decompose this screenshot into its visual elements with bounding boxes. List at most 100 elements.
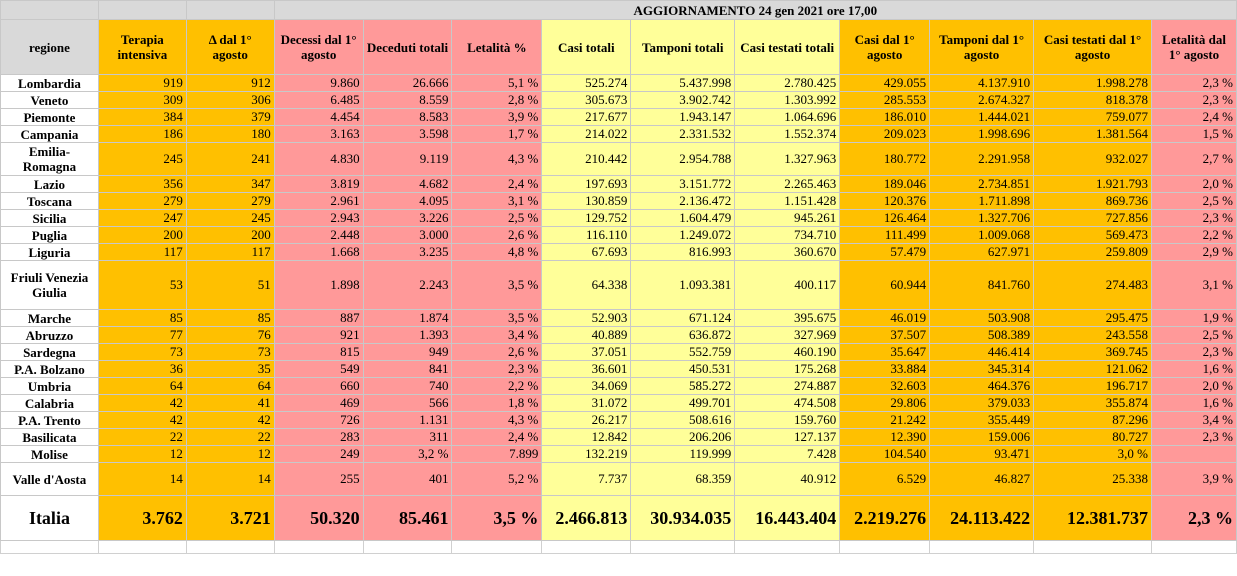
value-cell: 4,3 % [451,142,543,176]
value-cell: 22 [97,428,187,446]
value-cell: 186 [97,125,187,143]
value-cell: 1,8 % [451,394,543,412]
table-row: Veneto 309 306 6.485 8.559 2,8 % 305.673 3.902.… [0,91,1237,109]
value-cell: 279 [97,192,187,210]
value-cell: 2,3 % [451,360,543,378]
header-row: regione Terapia intensiva Δ dal 1° agost… [0,19,1237,75]
table-row: Friuli Venezia Giulia 53 51 1.898 2.243 3,5 %… [0,260,1237,310]
value-cell: 1,9 % [1150,309,1237,327]
region-cell: Sicilia [0,209,99,227]
table-row: Sicilia 247 245 2.943 3.226 2,5 % 129.752 1.604… [0,209,1237,227]
value-cell: 32.603 [839,377,931,395]
value-cell: 57.479 [839,243,931,261]
table-row: Piemonte 384 379 4.454 8.583 3,9 % 217.677 1.94… [0,108,1237,126]
value-cell: 121.062 [1033,360,1152,378]
value-cell: 508.616 [630,411,736,429]
value-cell: 1.998.696 [929,125,1035,143]
table-row: Marche 85 85 887 1.874 3,5 % 52.903 671.124 395.… [0,309,1237,327]
value-cell: 214.022 [541,125,632,143]
value-cell: 9.119 [362,142,453,176]
value-cell: 2.136.472 [630,192,736,210]
value-cell: 53 [97,260,187,310]
empty-cell [273,540,364,554]
region-cell: Abruzzo [0,326,99,344]
region-cell: Umbria [0,377,99,395]
value-cell: 305.673 [541,91,632,109]
value-cell: 2,3 % [1150,74,1237,92]
value-cell: 85 [97,309,187,327]
value-cell: 566 [362,394,453,412]
value-cell: 8.583 [362,108,453,126]
value-cell: 2,3 % [1150,495,1237,541]
header-cell: Deceduti totali [362,19,453,75]
value-cell: 42 [97,411,187,429]
value-cell: 159.760 [734,411,841,429]
value-cell: 8.559 [362,91,453,109]
value-cell: 9.860 [273,74,364,92]
table-row: Toscana 279 279 2.961 4.095 3,1 % 130.859 2.136… [0,192,1237,210]
region-cell: Puglia [0,226,99,244]
value-cell: 356 [97,175,187,193]
value-cell: 1.604.479 [630,209,736,227]
value-cell: 727.856 [1033,209,1152,227]
value-cell: 401 [362,462,453,496]
region-cell: P.A. Trento [0,411,99,429]
value-cell: 4.454 [273,108,364,126]
value-cell: 355.449 [929,411,1035,429]
value-cell: 126.464 [839,209,931,227]
table-row: Liguria 117 117 1.668 3.235 4,8 % 67.693 816.99… [0,243,1237,261]
value-cell: 384 [97,108,187,126]
table-row: Abruzzo 77 76 921 1.393 3,4 % 40.889 636.872 327… [0,326,1237,344]
value-cell: 26.666 [362,74,453,92]
value-cell: 1.943.147 [630,108,736,126]
value-cell: 841.760 [929,260,1035,310]
value-cell: 2,4 % [1150,108,1237,126]
value-cell: 37.507 [839,326,931,344]
value-cell: 1.131 [362,411,453,429]
region-cell: Molise [0,445,99,463]
region-cell: Calabria [0,394,99,412]
value-cell: 245 [97,142,187,176]
header-cell: Casi testati dal 1° agosto [1033,19,1152,75]
value-cell: 3,4 % [451,326,543,344]
value-cell: 2,4 % [451,428,543,446]
banner-spacer-cell [185,0,275,20]
value-cell: 1.998.278 [1033,74,1152,92]
value-cell: 2.219.276 [839,495,931,541]
value-cell: 14 [97,462,187,496]
value-cell: 1.711.898 [929,192,1035,210]
header-cell: Letalità % [451,19,543,75]
value-cell: 1.668 [273,243,364,261]
value-cell: 5.437.998 [630,74,736,92]
value-cell: 35.647 [839,343,931,361]
value-cell: 2.780.425 [734,74,841,92]
value-cell: 2.943 [273,209,364,227]
banner-spacer-cell [0,0,99,20]
value-cell: 3,5 % [451,309,543,327]
value-cell: 2,9 % [1150,243,1237,261]
header-cell: Casi totali [541,19,632,75]
region-cell: Liguria [0,243,99,261]
value-cell: 241 [185,142,275,176]
update-banner: AGGIORNAMENTO 24 gen 2021 ore 17,00 [273,0,1237,20]
value-cell: 31.072 [541,394,632,412]
value-cell: 85.461 [362,495,453,541]
value-cell: 197.693 [541,175,632,193]
empty-cell [839,540,931,554]
value-cell: 1.921.793 [1033,175,1152,193]
header-cell: Casi dal 1° agosto [839,19,931,75]
value-cell: 46.019 [839,309,931,327]
value-cell: 36 [97,360,187,378]
empty-cell [97,540,187,554]
value-cell: 1,7 % [451,125,543,143]
value-cell: 395.675 [734,309,841,327]
value-cell: 1.874 [362,309,453,327]
value-cell: 2,4 % [451,175,543,193]
value-cell: 1.327.706 [929,209,1035,227]
value-cell: 2,8 % [451,91,543,109]
empty-cell [734,540,841,554]
value-cell: 4,8 % [451,243,543,261]
value-cell: 2,3 % [1150,343,1237,361]
region-cell: Toscana [0,192,99,210]
value-cell: 360.670 [734,243,841,261]
